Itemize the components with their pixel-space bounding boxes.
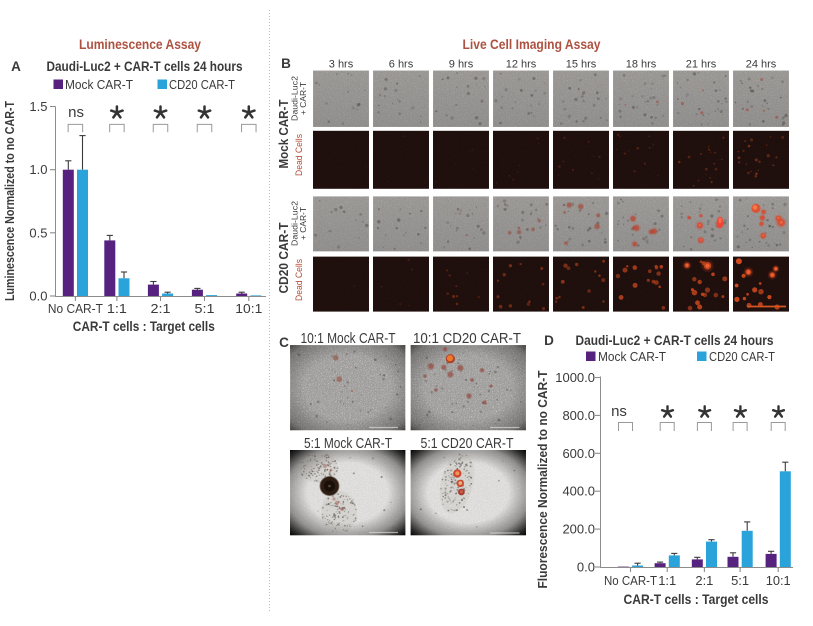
svg-text:Live Cell Imaging Assay: Live Cell Imaging Assay — [463, 37, 601, 52]
svg-text:600.0: 600.0 — [562, 446, 595, 461]
svg-text:5:1 CD20 CAR-T: 5:1 CD20 CAR-T — [421, 435, 514, 452]
svg-text:800.0: 800.0 — [562, 408, 595, 423]
svg-text:1.0: 1.0 — [29, 162, 47, 177]
svg-text:No CAR-T: No CAR-T — [48, 301, 103, 316]
svg-text:CD20 CAR-T: CD20 CAR-T — [169, 77, 235, 92]
svg-text:Luminescence Normalized to no: Luminescence Normalized to no CAR-T — [2, 101, 17, 301]
svg-text:15 hrs: 15 hrs — [566, 59, 597, 71]
svg-text:Daudi-Luc2 + CAR-T cells 24 ho: Daudi-Luc2 + CAR-T cells 24 hours — [576, 333, 774, 348]
svg-text:C: C — [279, 335, 289, 350]
svg-text:12 hrs: 12 hrs — [506, 59, 537, 71]
svg-text:1:1: 1:1 — [107, 301, 127, 316]
svg-text:Dead Cells: Dead Cells — [294, 134, 305, 176]
svg-text:CAR-T cells : Target cells: CAR-T cells : Target cells — [624, 591, 769, 607]
svg-text:9 hrs: 9 hrs — [449, 59, 474, 71]
svg-text:Daudi-Luc2 + CAR-T cells 24 ho: Daudi-Luc2 + CAR-T cells 24 hours — [47, 59, 243, 74]
svg-text:10:1: 10:1 — [235, 301, 262, 316]
svg-text:2:1: 2:1 — [695, 573, 713, 588]
svg-text:B: B — [281, 56, 291, 71]
svg-text:ns: ns — [68, 104, 84, 121]
svg-text:+ CAR-T: + CAR-T — [298, 82, 308, 115]
svg-text:ns: ns — [611, 403, 627, 420]
svg-text:5:1: 5:1 — [731, 573, 749, 588]
svg-text:0.0: 0.0 — [29, 289, 47, 304]
svg-text:3 hrs: 3 hrs — [329, 59, 354, 71]
svg-text:10:1 CD20 CAR-T: 10:1 CD20 CAR-T — [413, 330, 521, 347]
svg-text:Dead Cells: Dead Cells — [294, 259, 305, 301]
svg-text:6 hrs: 6 hrs — [389, 59, 414, 71]
svg-text:CAR-T cells : Target cells: CAR-T cells : Target cells — [73, 318, 215, 334]
svg-text:+ CAR-T: + CAR-T — [298, 207, 308, 240]
svg-text:1.5: 1.5 — [29, 99, 47, 114]
svg-text:1:1: 1:1 — [658, 573, 676, 588]
svg-text:5:1 Mock CAR-T: 5:1 Mock CAR-T — [304, 435, 392, 452]
svg-text:24 hrs: 24 hrs — [746, 59, 777, 71]
svg-text:0.0: 0.0 — [577, 560, 595, 575]
svg-text:21 hrs: 21 hrs — [686, 59, 717, 71]
svg-text:CD20 CAR-T: CD20 CAR-T — [709, 349, 775, 364]
svg-text:0.5: 0.5 — [29, 225, 47, 240]
svg-text:No CAR-T: No CAR-T — [604, 573, 657, 588]
svg-text:Mock CAR-T: Mock CAR-T — [65, 77, 133, 92]
svg-text:D: D — [544, 333, 554, 348]
svg-text:2:1: 2:1 — [151, 301, 171, 316]
svg-text:10:1: 10:1 — [766, 573, 791, 588]
svg-text:Mock CAR-T: Mock CAR-T — [598, 349, 666, 364]
svg-text:18 hrs: 18 hrs — [626, 59, 657, 71]
svg-text:Luminescence Assay: Luminescence Assay — [79, 37, 201, 52]
svg-text:10:1 Mock CAR-T: 10:1 Mock CAR-T — [301, 330, 396, 347]
svg-text:Fluorescence Normalized to no: Fluorescence Normalized to no CAR-T — [535, 370, 550, 588]
svg-text:5:1: 5:1 — [195, 301, 215, 316]
svg-text:A: A — [11, 59, 21, 74]
svg-text:400.0: 400.0 — [562, 484, 595, 499]
svg-text:200.0: 200.0 — [562, 522, 595, 537]
svg-text:1000.0: 1000.0 — [555, 370, 595, 385]
